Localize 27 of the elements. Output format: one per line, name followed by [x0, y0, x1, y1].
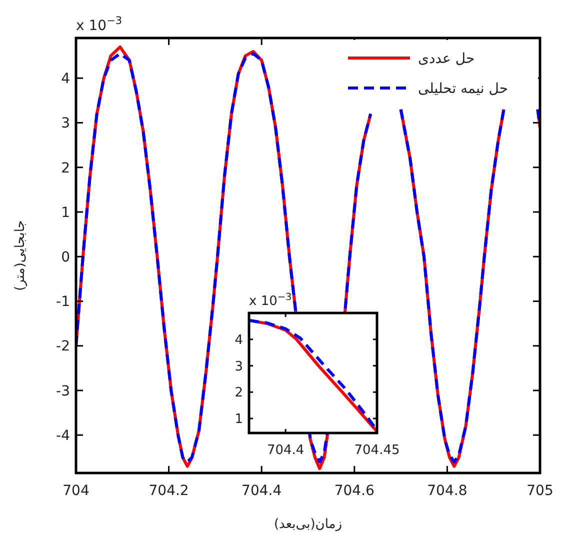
- y-tick-label: 0: [61, 250, 70, 266]
- y-tick-label: 3: [61, 116, 70, 132]
- y-tick-label: 2: [61, 160, 70, 176]
- y-tick-label: -1: [56, 294, 70, 310]
- x-tick-label: 705: [526, 483, 554, 499]
- y-tick-label: 1: [234, 412, 243, 428]
- legend-label: حل نیمه تحلیلی: [418, 81, 508, 97]
- annotation: x 10$^{−3}$: [249, 292, 292, 309]
- x-tick-label: 704: [62, 483, 90, 499]
- x-tick-label: 704.2: [148, 483, 189, 499]
- x-tick-label: 704.6: [334, 483, 375, 499]
- x-tick-label: 704.4: [266, 443, 304, 458]
- text: x 10$^{−3}$: [76, 15, 122, 34]
- y-tick-label: -2: [56, 338, 70, 355]
- y-axis-title: جابجایی(متر): [13, 220, 28, 291]
- y-tick-label: 3: [234, 359, 243, 374]
- x-axis-title: زمان(بی‌بعد): [274, 517, 342, 532]
- y-tick-label: 4: [234, 332, 243, 348]
- y-tick-label: 1: [61, 204, 70, 221]
- y-tick-label: 2: [234, 386, 243, 401]
- legend-label: حل عددی: [418, 51, 475, 67]
- x-tick-label: 704.4: [242, 483, 282, 499]
- y-tick-label: -3: [56, 383, 70, 400]
- x-tick-label: 704.45: [354, 443, 400, 458]
- y-tick-label: -4: [56, 428, 70, 444]
- x-tick-label: 704.8: [427, 483, 468, 499]
- y-tick-label: 4: [61, 71, 70, 88]
